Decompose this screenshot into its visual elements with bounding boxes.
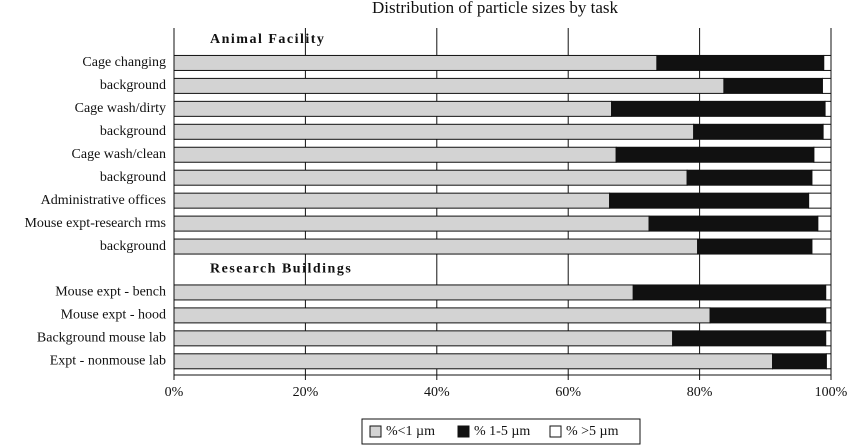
legend-label: %<1 µm	[386, 424, 435, 439]
y-tick-label: background	[100, 170, 166, 185]
bar-segment	[173, 54, 658, 71]
x-tick-label: 100%	[815, 385, 848, 400]
y-tick-label: Mouse expt-research rms	[24, 216, 166, 231]
chart-title: Distribution of particle sizes by task	[372, 0, 618, 17]
bar-segment	[173, 192, 611, 209]
x-tick-label: 0%	[165, 385, 184, 400]
y-tick-label: Expt - nonmouse lab	[50, 354, 166, 369]
bar-segment	[173, 215, 650, 232]
bar-segment	[173, 307, 711, 324]
bar-segment	[173, 77, 725, 94]
bar-segment	[723, 77, 823, 94]
y-tick-label: Mouse expt - hood	[61, 308, 166, 323]
bar-segment	[772, 353, 827, 370]
bar-segment	[825, 307, 832, 324]
bar-segment	[611, 100, 826, 117]
legend-swatch	[369, 425, 382, 438]
x-tick-label: 60%	[555, 385, 581, 400]
group-header: Research Buildings	[210, 262, 352, 277]
bar-segment	[825, 284, 832, 301]
bar-segment	[615, 146, 815, 163]
bar-segment	[609, 192, 810, 209]
legend-label: % 1-5 µm	[474, 424, 530, 439]
bar-segment	[173, 238, 699, 255]
bar-segment	[817, 215, 832, 232]
bar-segment	[693, 123, 824, 140]
y-tick-label: Cage wash/clean	[72, 147, 166, 162]
bar-segment	[811, 238, 832, 255]
y-tick-label: Background mouse lab	[37, 331, 166, 346]
y-tick-label: background	[100, 124, 166, 139]
bar-segment	[686, 169, 813, 186]
bar-segment	[813, 146, 832, 163]
bar-segment	[173, 100, 613, 117]
x-tick-label: 80%	[687, 385, 713, 400]
bar-segment	[173, 353, 774, 370]
bar-segment	[697, 238, 813, 255]
y-tick-label: Cage wash/dirty	[75, 101, 166, 116]
bar-segment	[173, 284, 634, 301]
bar-segment	[808, 192, 832, 209]
legend-box	[361, 418, 641, 445]
y-tick-label: Cage changing	[82, 55, 166, 70]
bar-segment	[648, 215, 819, 232]
bar-segment	[825, 353, 832, 370]
bar-segment	[821, 77, 832, 94]
bar-segment	[173, 146, 617, 163]
y-tick-label: Mouse expt - bench	[55, 285, 166, 300]
y-tick-label: background	[100, 78, 166, 93]
y-tick-label: Administrative offices	[41, 193, 166, 208]
bar-segment	[173, 330, 674, 347]
bar-segment	[822, 123, 832, 140]
bar-segment	[173, 169, 688, 186]
y-tick-label: background	[100, 239, 166, 254]
bar-segment	[173, 123, 695, 140]
bar-segment	[824, 100, 832, 117]
legend-label: % >5 µm	[566, 424, 619, 439]
legend-swatch	[457, 425, 470, 438]
x-tick-label: 20%	[293, 385, 319, 400]
legend-swatch	[549, 425, 562, 438]
bar-segment	[823, 54, 832, 71]
bar-segment	[709, 307, 827, 324]
bar-segment	[825, 330, 832, 347]
bar-segment	[656, 54, 825, 71]
bar-segment	[632, 284, 827, 301]
group-header: Animal Facility	[210, 32, 325, 47]
bar-segment	[811, 169, 832, 186]
x-tick-label: 40%	[424, 385, 450, 400]
bar-segment	[672, 330, 827, 347]
